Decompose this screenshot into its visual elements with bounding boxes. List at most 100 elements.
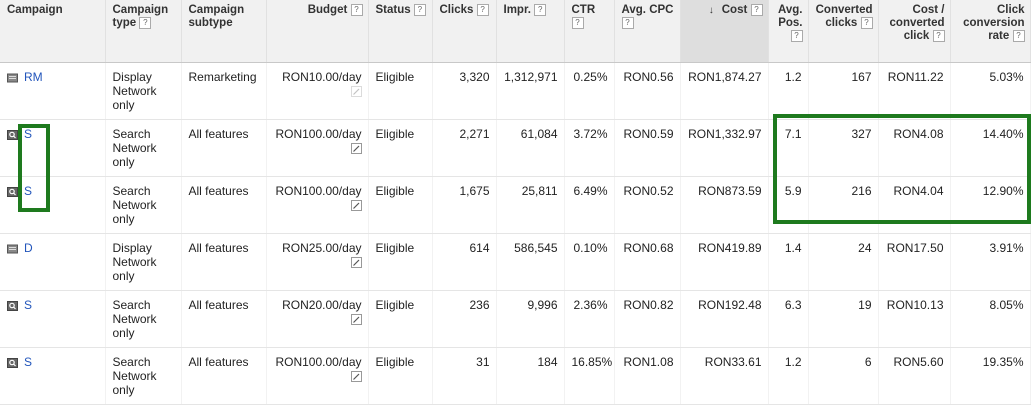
column-header-ctr[interactable]: CTR ? [564,0,615,63]
column-header-campaign-subtype[interactable]: Campaign subtype [181,0,267,63]
edit-budget-icon[interactable] [350,256,362,268]
cost-per-conversion-cell-value: RON5.60 [893,354,944,369]
column-header-clicks[interactable]: Clicks ? [432,0,497,63]
status-cell: Eligible [368,290,433,348]
column-header-label: Avg. CPC [621,4,674,16]
search-network-icon [7,127,18,143]
campaign-name-link[interactable]: S [24,354,33,369]
column-header-campaign-type[interactable]: Campaign type ? [105,0,182,63]
converted-clicks-cell: 327 [808,119,879,177]
conversion-rate-cell-value: 19.35% [982,354,1024,369]
status-cell-value: Eligible [375,297,415,312]
status-cell-value: Eligible [375,126,415,141]
column-header-impressions[interactable]: Impr. ? [496,0,565,63]
column-header-label: Clicks [439,4,474,17]
impressions-cell-value: 25,811 [521,183,558,198]
avg-cpc-cell-value: RON0.52 [623,183,674,198]
edit-budget-icon[interactable] [350,199,362,211]
campaign-type-cell-value: Display Network only [112,69,157,112]
campaign-name-link[interactable]: S [24,126,33,141]
cost-per-conversion-cell: RON17.50 [878,233,951,291]
budget-cell-value: RON100.00/day [275,183,362,198]
avg-pos-cell: 6.3 [768,290,809,348]
campaign-subtype-cell: All features [181,176,267,234]
search-network-icon [7,184,18,200]
cost-per-conversion-cell: RON4.04 [878,176,951,234]
column-header-cost[interactable]: ↓ Cost ? [680,0,769,63]
clicks-cell-value: 236 [469,297,490,312]
column-header-status[interactable]: Status ? [368,0,433,63]
column-header-label: CTR [571,4,596,16]
converted-clicks-cell-value: 19 [858,297,872,312]
converted-clicks-cell: 167 [808,62,879,120]
clicks-cell-value: 614 [469,240,490,255]
ctr-cell-value: 2.36% [573,297,608,312]
help-icon[interactable]: ? [932,30,945,42]
help-icon[interactable]: ? [790,30,803,42]
campaign-name-link[interactable]: S [24,183,33,198]
help-icon[interactable]: ? [350,4,363,16]
campaign-subtype-cell: All features [181,233,267,291]
avg-cpc-cell-value: RON0.68 [623,240,674,255]
column-header-label: Click conversion rate [963,4,1025,43]
help-icon[interactable]: ? [750,4,763,16]
help-icon[interactable]: ? [860,17,873,29]
avg-cpc-cell: RON0.52 [614,176,681,234]
column-header-converted-clicks[interactable]: Converted clicks ? [808,0,879,63]
impressions-cell-value: 1,312,971 [504,69,558,84]
campaign-name-link[interactable]: RM [24,69,43,84]
column-header-avg-pos[interactable]: Avg. Pos. ? [768,0,809,63]
edit-budget-icon[interactable] [350,313,362,325]
converted-clicks-cell: 19 [808,290,879,348]
ctr-cell-value: 16.85% [571,354,613,369]
budget-cell: RON100.00/day [266,176,369,234]
cost-cell-value: RON419.89 [698,240,762,255]
column-header-avg-cpc[interactable]: Avg. CPC ? [614,0,681,63]
conversion-rate-cell: 12.90% [950,176,1031,234]
help-icon[interactable]: ? [413,4,426,16]
campaign-type-cell-value: Search Network only [112,183,157,226]
cost-per-conversion-cell-value: RON4.08 [893,126,944,141]
avg-cpc-cell-value: RON0.82 [623,297,674,312]
help-icon[interactable]: ? [476,4,489,16]
conversion-rate-cell-value: 5.03% [989,69,1024,84]
campaign-cell: S [0,290,106,348]
edit-budget-icon[interactable] [350,370,362,382]
impressions-cell-value: 184 [537,354,558,369]
campaign-type-cell-value: Search Network only [112,297,157,340]
clicks-cell-value: 31 [476,354,490,369]
avg-cpc-cell-value: RON1.08 [623,354,674,369]
campaign-name-link[interactable]: D [24,240,33,255]
converted-clicks-cell: 24 [808,233,879,291]
cost-per-conversion-cell: RON11.22 [878,62,951,120]
impressions-cell-value: 61,084 [520,126,558,141]
column-header-budget[interactable]: Budget ? [266,0,369,63]
cost-cell-value: RON33.61 [704,354,762,369]
campaign-subtype-cell-value: All features [188,354,249,369]
table-row: S Search Network only All features RON20.00… [0,290,1031,348]
cost-cell: RON1,874.27 [680,62,769,120]
help-icon[interactable]: ? [534,4,547,16]
campaign-type-cell: Search Network only [105,347,182,405]
column-header-campaign[interactable]: Campaign [0,0,106,63]
status-cell: Eligible [368,176,433,234]
help-icon[interactable]: ? [1012,30,1025,42]
help-icon[interactable]: ? [621,17,634,29]
status-cell-value: Eligible [375,240,415,255]
avg-cpc-cell: RON1.08 [614,347,681,405]
column-header-click-conversion-rate[interactable]: Click conversion rate ? [950,0,1031,63]
help-icon[interactable]: ? [571,17,584,29]
help-icon[interactable]: ? [139,17,152,29]
edit-budget-icon[interactable] [350,142,362,154]
edit-budget-icon[interactable] [350,85,362,97]
table-row: S Search Network only All features RON100.0… [0,347,1031,405]
cost-per-conversion-cell-value: RON10.13 [886,297,944,312]
campaign-type-cell-value: Search Network only [112,354,157,397]
clicks-cell: 31 [432,347,497,405]
table-row: S Search Network only All features RON100.0… [0,119,1031,177]
column-header-cost-per-converted-click[interactable]: Cost / converted click ? [878,0,951,63]
campaign-subtype-cell-value: All features [188,297,249,312]
budget-cell-value: RON100.00/day [275,126,362,141]
campaign-name-link[interactable]: S [24,297,33,312]
